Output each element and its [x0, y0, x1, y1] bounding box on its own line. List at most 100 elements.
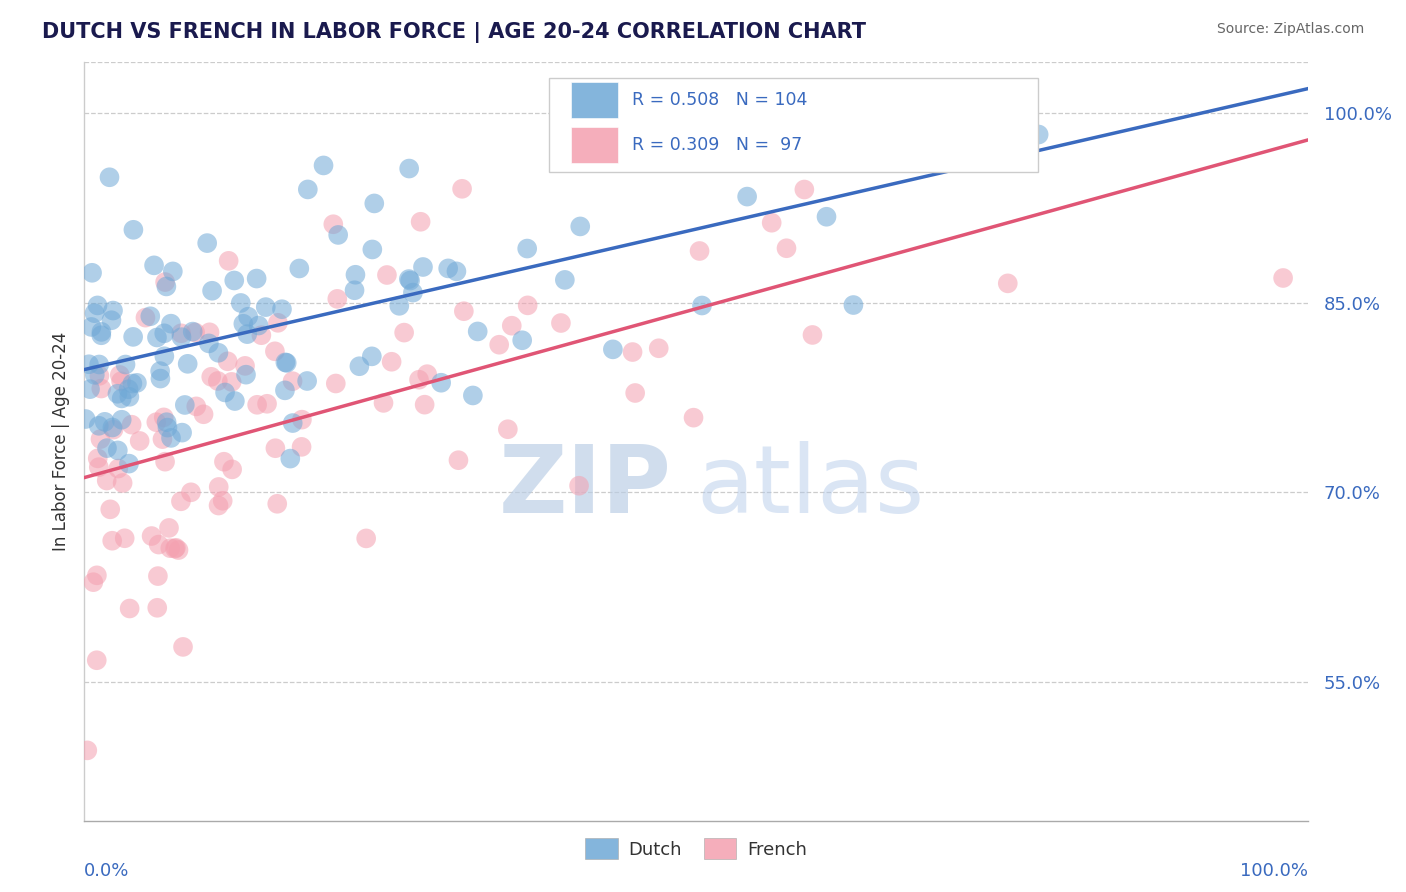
Point	[842, 298, 865, 312]
Point	[246, 271, 269, 285]
Point	[264, 344, 287, 359]
Point	[207, 345, 229, 359]
Point	[160, 431, 183, 445]
Point	[214, 385, 236, 400]
Text: 100.0%: 100.0%	[1240, 863, 1308, 880]
Point	[801, 328, 824, 343]
Point	[343, 283, 366, 297]
Point	[89, 432, 111, 446]
Point	[96, 474, 118, 488]
Point	[107, 443, 129, 458]
Point	[96, 441, 118, 455]
Point	[281, 374, 304, 388]
Point	[554, 273, 576, 287]
Point	[1272, 271, 1295, 285]
Text: ZIP: ZIP	[499, 441, 672, 533]
Point	[114, 358, 136, 372]
Point	[224, 394, 246, 409]
Point	[793, 182, 815, 196]
Point	[271, 302, 294, 317]
Point	[153, 349, 176, 363]
Point	[148, 538, 170, 552]
Point	[232, 317, 254, 331]
Point	[172, 425, 194, 440]
Point	[290, 440, 312, 454]
Point	[114, 531, 136, 545]
Point	[264, 441, 287, 455]
Point	[172, 640, 194, 654]
Point	[412, 260, 434, 274]
Point	[451, 182, 474, 196]
FancyBboxPatch shape	[571, 82, 617, 119]
Point	[430, 376, 453, 390]
Point	[409, 215, 432, 229]
Point	[143, 258, 166, 272]
Point	[107, 386, 129, 401]
Point	[488, 337, 510, 351]
Point	[167, 543, 190, 558]
Point	[111, 475, 134, 490]
Point	[118, 390, 141, 404]
Point	[83, 368, 105, 382]
Point	[98, 502, 121, 516]
Point	[160, 317, 183, 331]
Point	[90, 328, 112, 343]
Point	[276, 356, 298, 370]
Point	[184, 326, 207, 340]
Point	[288, 261, 311, 276]
Point	[107, 461, 129, 475]
Point	[101, 303, 124, 318]
Point	[815, 210, 838, 224]
Point	[153, 326, 176, 341]
Point	[218, 253, 240, 268]
Point	[193, 407, 215, 421]
FancyBboxPatch shape	[571, 127, 617, 163]
Point	[229, 296, 252, 310]
Point	[100, 313, 122, 327]
Text: DUTCH VS FRENCH IN LABOR FORCE | AGE 20-24 CORRELATION CHART: DUTCH VS FRENCH IN LABOR FORCE | AGE 20-…	[42, 22, 866, 44]
Point	[328, 227, 350, 242]
Point	[101, 533, 124, 548]
Point	[621, 345, 644, 359]
FancyBboxPatch shape	[550, 78, 1039, 172]
Point	[156, 420, 179, 434]
Point	[170, 494, 193, 508]
Text: R = 0.508   N = 104: R = 0.508 N = 104	[633, 91, 807, 109]
Point	[322, 217, 344, 231]
Point	[568, 479, 591, 493]
Point	[461, 388, 484, 402]
Point	[453, 304, 475, 318]
Point	[510, 333, 533, 347]
Point	[87, 451, 110, 466]
Point	[349, 359, 371, 374]
Point	[297, 182, 319, 196]
Point	[363, 196, 385, 211]
Point	[398, 161, 420, 176]
Point	[121, 376, 143, 391]
Point	[176, 357, 198, 371]
Point	[80, 320, 103, 334]
Point	[155, 415, 177, 429]
Point	[775, 241, 797, 255]
Point	[207, 499, 229, 513]
Point	[274, 355, 297, 369]
Point	[295, 374, 318, 388]
Point	[250, 328, 273, 343]
Point	[86, 568, 108, 582]
Point	[141, 529, 163, 543]
Point	[89, 368, 111, 383]
Point	[373, 396, 395, 410]
Point	[1028, 128, 1050, 142]
Point	[90, 325, 112, 339]
Point	[87, 460, 110, 475]
Point	[117, 382, 139, 396]
Point	[360, 349, 382, 363]
Point	[89, 358, 111, 372]
Point	[224, 273, 246, 287]
Point	[446, 264, 468, 278]
Point	[211, 493, 233, 508]
Point	[90, 382, 112, 396]
Point	[388, 299, 411, 313]
Point	[103, 423, 125, 437]
Point	[247, 318, 270, 333]
